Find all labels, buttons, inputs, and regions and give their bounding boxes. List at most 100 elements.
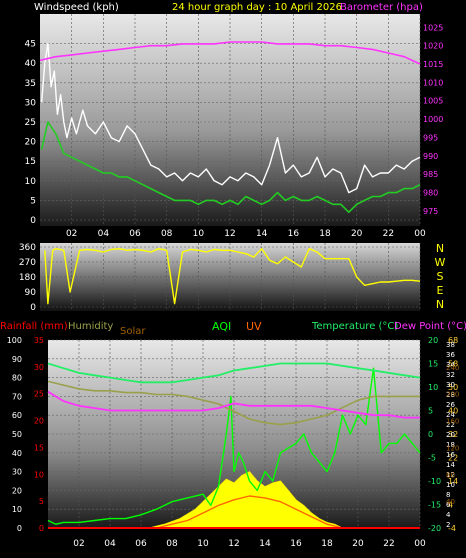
humidity-y-tick: 100 xyxy=(7,336,22,345)
uv-y-tick: 4 xyxy=(446,511,451,519)
solar-area xyxy=(148,471,343,529)
legend-aqi: AQI xyxy=(212,320,231,333)
temp-c-tick: 15 xyxy=(428,360,438,369)
env-x-tick: 22 xyxy=(383,539,394,549)
wind-y-tick: 5 xyxy=(30,196,36,206)
uv-y-tick: 8 xyxy=(446,491,450,499)
temp-f-tick: 50 xyxy=(448,383,458,392)
uv-y-tick: 12 xyxy=(446,471,455,479)
gust-line xyxy=(40,42,421,194)
humidity-y-tick: 70 xyxy=(12,392,22,401)
baro-y-tick: 985 xyxy=(423,170,438,179)
baro-y-tick: 1000 xyxy=(423,115,443,124)
solar-y-tick: 200 xyxy=(446,391,459,399)
baro-y-tick: 1015 xyxy=(423,60,443,69)
humidity-y-tick: 30 xyxy=(12,468,22,477)
baro-y-tick: 980 xyxy=(423,188,438,197)
legend-rainfall: Rainfall (mm) xyxy=(0,321,68,332)
uv-y-tick: 30 xyxy=(446,381,455,389)
dewpoint-line xyxy=(47,390,420,419)
temp-f-tick: 14 xyxy=(448,477,458,486)
wind-y-tick: 15 xyxy=(25,157,36,167)
wind-y-tick: 0 xyxy=(30,216,36,226)
rain-y-tick: 10 xyxy=(34,470,44,479)
env-x-tick: 00 xyxy=(414,539,426,549)
wind-x-tick: 02 xyxy=(66,229,77,239)
temp-f-tick: 58 xyxy=(448,360,458,369)
uv-y-tick: 32 xyxy=(446,371,455,379)
humidity-y-tick: 80 xyxy=(12,374,22,383)
temp-f-tick: 40 xyxy=(448,407,458,416)
rain-y-tick: 30 xyxy=(34,363,44,372)
temp-c-tick: 5 xyxy=(428,407,433,416)
baro-y-tick: 975 xyxy=(423,207,438,216)
dir-y-tick: 90 xyxy=(25,288,37,298)
legend-uv: UV xyxy=(246,320,262,333)
uv-y-tick: 18 xyxy=(446,441,455,449)
temp-c-tick: 20 xyxy=(428,336,438,345)
legend-humidity: Humidity xyxy=(68,321,113,332)
uv-y-tick: 14 xyxy=(446,461,455,469)
env-x-tick: 18 xyxy=(321,539,333,549)
rain-y-tick: 0 xyxy=(39,524,44,533)
env-x-tick: 16 xyxy=(290,539,302,549)
temp-c-tick: -10 xyxy=(428,477,441,486)
uv-y-tick: 24 xyxy=(446,411,455,419)
temp-f-tick: -4 xyxy=(448,524,456,533)
baro-y-tick: 995 xyxy=(423,133,438,142)
temp-f-tick: 68 xyxy=(448,336,458,345)
rain-y-tick: 15 xyxy=(34,443,44,452)
wind-x-tick: 06 xyxy=(129,229,141,239)
compass-label: S xyxy=(437,270,444,283)
temp-c-tick: -5 xyxy=(428,454,436,463)
wind-x-tick: 04 xyxy=(98,229,110,239)
solar-y-tick: 120 xyxy=(446,444,459,452)
env-x-tick: 04 xyxy=(104,539,116,549)
wind-y-tick: 45 xyxy=(25,40,36,50)
baro-line xyxy=(39,41,421,65)
solar-y-tick: 240 xyxy=(446,364,459,372)
uv-y-tick: 38 xyxy=(446,341,455,349)
wind-x-tick: 16 xyxy=(288,229,300,239)
temp-c-tick: 10 xyxy=(428,383,438,392)
solar-y-tick: 80 xyxy=(446,471,455,479)
rain-y-tick: 25 xyxy=(34,390,44,399)
uv-y-tick: 22 xyxy=(446,421,455,429)
wind-x-tick: 00 xyxy=(414,229,426,239)
baro-y-tick: 1010 xyxy=(423,78,443,87)
env-x-tick: 10 xyxy=(197,539,209,549)
direction-line xyxy=(44,247,421,305)
baro-y-tick: 990 xyxy=(423,152,438,161)
temp-f-tick: 32 xyxy=(448,430,458,439)
temp-f-tick: 22 xyxy=(448,454,458,463)
env-x-tick: 08 xyxy=(166,539,178,549)
wind-y-tick: 25 xyxy=(25,118,36,128)
wind-y-tick: 10 xyxy=(25,177,37,187)
compass-label: W xyxy=(435,256,446,269)
env-x-tick: 12 xyxy=(228,539,239,549)
uv-y-tick: 2 xyxy=(446,521,450,529)
temp-c-tick: -20 xyxy=(428,524,441,533)
solar-y-tick: 40 xyxy=(446,498,455,506)
env-x-tick: 20 xyxy=(352,539,364,549)
humidity-y-tick: 60 xyxy=(12,411,22,420)
uv-line xyxy=(156,495,343,529)
baro-y-tick: 1020 xyxy=(423,42,443,51)
humidity-y-tick: 0 xyxy=(17,524,22,533)
aqi-line xyxy=(47,367,421,525)
baro-axis-title: Barometer (hpa) xyxy=(340,2,423,13)
wind-axis-title: Windspeed (kph) xyxy=(34,2,119,13)
uv-y-tick: 10 xyxy=(446,481,455,489)
wind-x-tick: 18 xyxy=(319,229,331,239)
avg-line xyxy=(40,121,421,213)
dir-y-tick: 0 xyxy=(30,303,36,313)
humidity-y-tick: 90 xyxy=(12,355,22,364)
uv-y-tick: 28 xyxy=(446,391,455,399)
chart-title: 24 hour graph day : 10 April 2026 xyxy=(172,2,342,13)
uv-y-tick: 6 xyxy=(446,501,451,509)
baro-y-tick: 1025 xyxy=(423,23,443,32)
uv-y-tick: 34 xyxy=(446,361,455,369)
compass-label: N xyxy=(436,298,444,311)
dir-y-tick: 270 xyxy=(19,258,36,268)
legend-dewpoint: Dew Point (°C) xyxy=(394,321,466,332)
